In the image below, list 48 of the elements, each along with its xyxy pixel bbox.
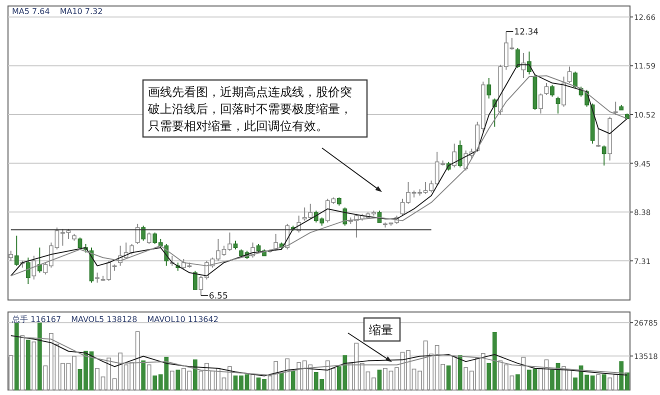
bar [458, 355, 462, 390]
candlestick [458, 140, 462, 168]
bar [446, 365, 451, 390]
bar [14, 322, 19, 390]
bar [37, 322, 42, 390]
candlestick [452, 143, 457, 168]
bar [377, 370, 382, 390]
candlestick [527, 51, 532, 75]
candlestick [141, 225, 146, 242]
bar [26, 340, 30, 390]
bar [141, 360, 146, 390]
bar [279, 372, 284, 390]
annotation: 6.55 [208, 291, 228, 302]
bar [8, 355, 14, 390]
candlestick [26, 257, 30, 285]
bar [176, 370, 180, 390]
candlestick [8, 250, 14, 262]
candlestick [486, 78, 492, 100]
candlestick [95, 272, 100, 284]
bar [32, 342, 36, 390]
candlestick [596, 128, 601, 148]
candlestick [516, 47, 520, 68]
candlestick [556, 96, 560, 114]
annotation: MAVOL5 138128 [71, 315, 138, 324]
candlestick [146, 232, 152, 244]
annotation: 总手 116167 [11, 315, 62, 324]
candlestick [274, 233, 278, 252]
bar [596, 374, 601, 390]
bar [192, 359, 198, 390]
annotation: MAVOL10 113642 [147, 315, 218, 324]
candlestick [573, 71, 578, 89]
bar [602, 374, 606, 390]
bar [290, 370, 296, 390]
annotation: MA5 7.64 [12, 7, 50, 16]
annotation: 12.34 [514, 28, 539, 38]
candlestick [550, 84, 554, 98]
candlestick [192, 270, 198, 290]
candlestick [602, 144, 606, 166]
candlestick [14, 235, 19, 266]
annotation: 缩量 [369, 323, 393, 337]
candlestick [538, 93, 543, 114]
candlestick [613, 101, 618, 116]
annotation: 画线先看图，近期高点连成线，股价突破上沿线后，回落时不需要极度缩量，只需要相对缩量，此回调位有效。 [147, 85, 352, 133]
bar [170, 370, 174, 390]
candlestick [135, 223, 140, 244]
annotation: MA10 7.32 [60, 7, 103, 16]
candlestick [544, 82, 549, 96]
bar [516, 374, 520, 390]
